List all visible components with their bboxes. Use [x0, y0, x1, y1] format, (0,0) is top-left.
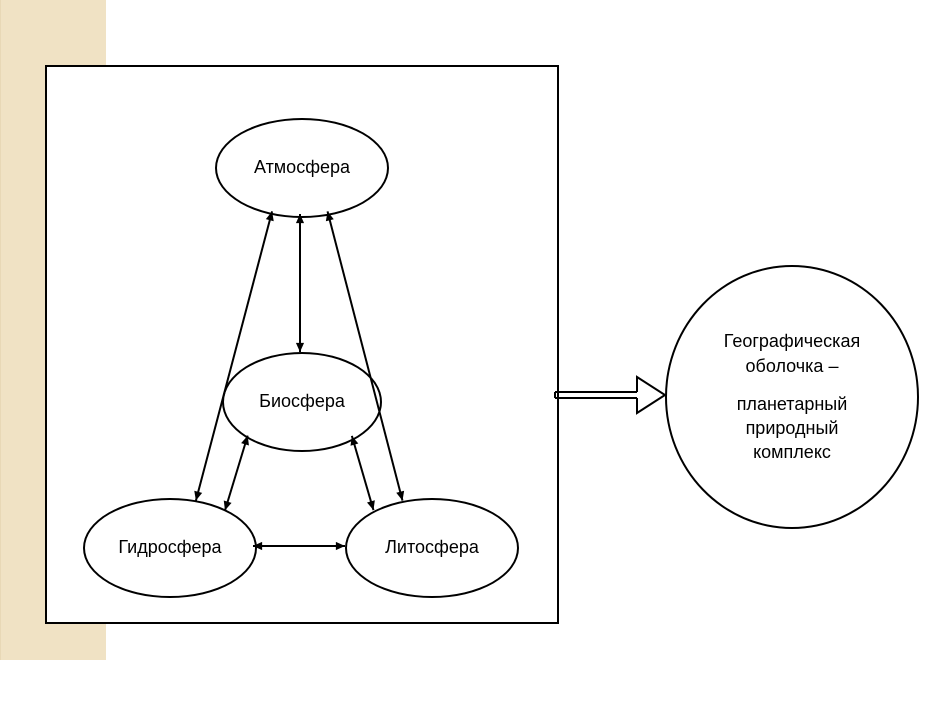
node-hydrosphere: Гидросфера	[83, 498, 257, 598]
node-result: Географическая оболочка – планетарный пр…	[665, 265, 919, 529]
node-label: Литосфера	[385, 536, 479, 559]
node-label: Атмосфера	[254, 156, 350, 179]
node-biosphere: Биосфера	[222, 352, 382, 452]
node-atmosphere: Атмосфера	[215, 118, 389, 218]
result-line: комплекс	[753, 440, 831, 464]
node-label: Гидросфера	[118, 536, 221, 559]
result-line: планетарный	[737, 392, 848, 416]
node-label: Биосфера	[259, 390, 345, 413]
result-line: природный	[746, 416, 839, 440]
result-line: Географическая	[724, 329, 860, 353]
result-line: оболочка –	[746, 354, 839, 378]
node-lithosphere: Литосфера	[345, 498, 519, 598]
